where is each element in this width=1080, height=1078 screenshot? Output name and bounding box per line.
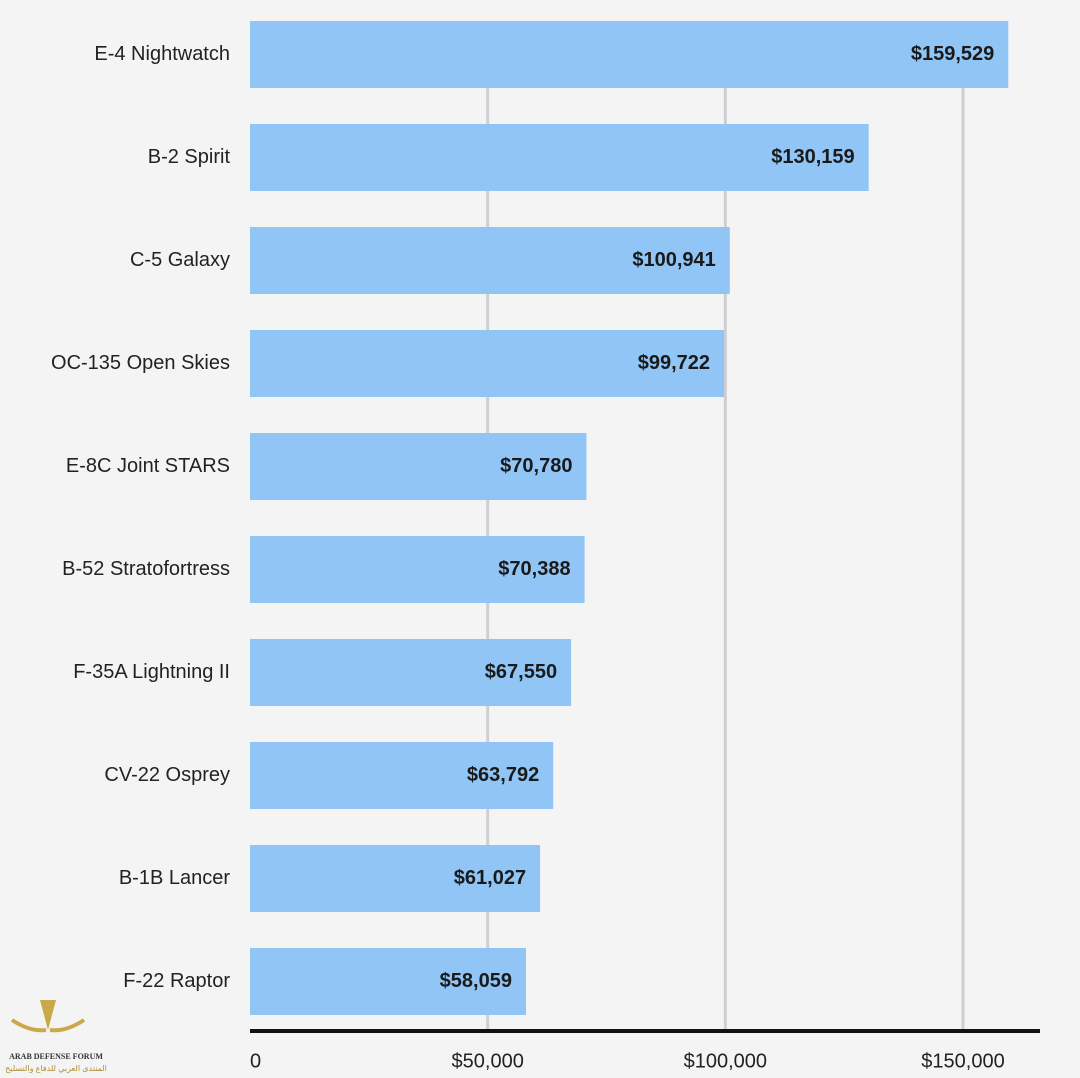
bar [250, 845, 541, 912]
bar [250, 742, 554, 809]
bar [250, 536, 585, 603]
watermark-logo: ARAB DEFENSE FORUM المنتدى العربي للدفاع… [5, 1000, 107, 1073]
category-label: F-35A Lightning II [73, 661, 230, 683]
x-tick-label: $150,000 [921, 1050, 1004, 1072]
category-label: E-8C Joint STARS [66, 455, 230, 477]
value-label: $99,722 [638, 352, 710, 374]
category-label: C-5 Galaxy [130, 249, 230, 271]
value-label: $159,529 [911, 43, 994, 65]
watermark-subtitle: المنتدى العربي للدفاع والتسليح [5, 1064, 107, 1073]
category-label: B-2 Spirit [148, 146, 231, 168]
value-label: $67,550 [485, 661, 557, 683]
category-label: F-22 Raptor [123, 970, 230, 992]
x-tick-label: $100,000 [684, 1050, 767, 1072]
value-label: $61,027 [454, 867, 526, 889]
bar [250, 433, 587, 500]
bar [250, 639, 572, 706]
bar [250, 948, 526, 1015]
category-label: CV-22 Osprey [104, 764, 230, 786]
value-label: $58,059 [440, 970, 512, 992]
watermark-title: ARAB DEFENSE FORUM [9, 1052, 103, 1061]
value-label: $100,941 [632, 249, 715, 271]
bar [250, 330, 725, 397]
category-label: OC-135 Open Skies [51, 352, 230, 374]
logo-shield [40, 1000, 56, 1030]
category-label: B-52 Stratofortress [62, 558, 230, 580]
category-label: B-1B Lancer [119, 867, 231, 889]
value-label: $70,388 [498, 558, 570, 580]
value-label: $63,792 [467, 764, 539, 786]
bar [250, 227, 730, 294]
x-tick-label: $50,000 [452, 1050, 524, 1072]
bar [250, 21, 1009, 88]
x-tick-label: 0 [250, 1050, 261, 1072]
logo-wings [10, 1018, 86, 1033]
value-label: $130,159 [771, 146, 854, 168]
bar [250, 124, 869, 191]
value-label: $70,780 [500, 455, 572, 477]
category-label: E-4 Nightwatch [94, 43, 230, 65]
